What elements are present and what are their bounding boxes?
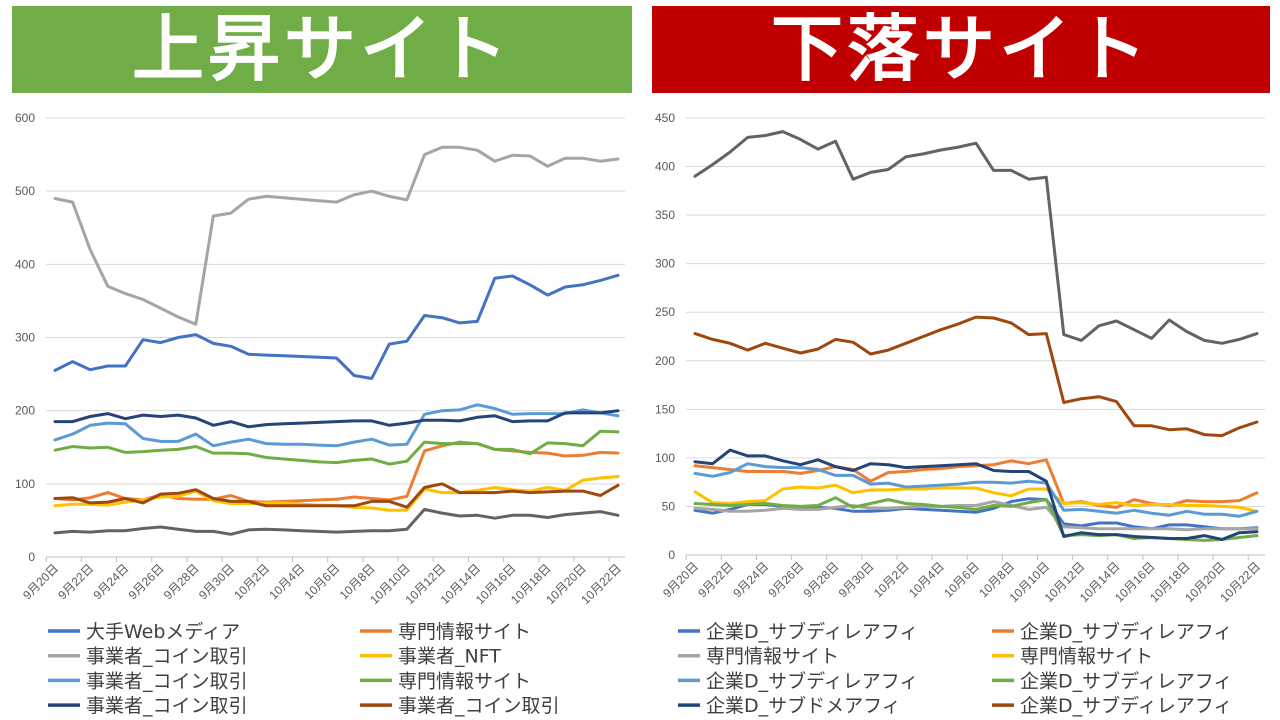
y-tick-label: 600 [15, 111, 35, 125]
legend-item: 事業者_NFT [360, 646, 501, 668]
x-tick-label: 9月26日 [126, 561, 167, 602]
legend-label: 専門情報サイト [1020, 646, 1153, 668]
x-tick-label: 9月22日 [695, 559, 736, 600]
legend-label: 事業者_NFT [398, 646, 501, 668]
legend-item: 専門情報サイト [360, 670, 531, 692]
legend-label: 事業者_コイン取引 [86, 646, 248, 668]
series-line-8 [53, 482, 620, 509]
legend-label: 企業D_サブディレアフィ [706, 620, 918, 643]
x-tick-label: 9月28日 [801, 559, 842, 600]
series-line-6 [53, 429, 620, 466]
y-tick-label: 300 [15, 331, 35, 345]
x-tick-label: 10月2日 [231, 561, 272, 602]
x-tick-label: 9月30日 [836, 559, 877, 600]
legend-label: 企業D_サブドメアフィ [706, 694, 901, 717]
legend-label: 企業D_サブディレアフィ [1020, 694, 1232, 717]
line-chart-falling: 0501001502002503003504004509月20日9月22日9月2… [655, 111, 1265, 717]
x-tick-label: 9月28日 [161, 561, 202, 602]
y-tick-label: 500 [15, 184, 35, 198]
series-line-7 [53, 409, 620, 429]
y-tick-label: 100 [655, 451, 675, 465]
legend-item: 企業D_サブディレアフィ [992, 669, 1232, 692]
y-tick-label: 450 [655, 111, 675, 125]
legend-label: 企業D_サブディレアフィ [1020, 620, 1232, 643]
series-line-3 [693, 500, 1259, 532]
y-tick-label: 100 [15, 477, 35, 491]
series-line-7 [693, 448, 1259, 541]
line-chart-rising: 01002003004005006009月20日9月22日9月24日9月26日9… [15, 111, 625, 717]
series-line-4 [693, 483, 1259, 513]
y-tick-label: 400 [655, 160, 675, 174]
x-tick-label: 9月20日 [660, 559, 701, 600]
x-tick-label: 10月4日 [906, 559, 947, 600]
series-line-3 [53, 145, 620, 326]
legend-item: 事業者_コイン取引 [48, 646, 248, 668]
legend-label: 専門情報サイト [398, 670, 531, 692]
legend-item: 専門情報サイト [678, 646, 839, 668]
legend-label: 企業D_サブディレアフィ [706, 669, 918, 692]
y-tick-label: 50 [662, 499, 676, 513]
x-tick-label: 9月24日 [730, 559, 771, 600]
y-tick-label: 150 [655, 402, 675, 416]
x-tick-label: 10月4日 [266, 561, 307, 602]
y-tick-label: 0 [668, 548, 675, 562]
legend-item: 事業者_コイン取引 [48, 670, 248, 692]
rising-sites-banner: 上昇サイト [12, 6, 632, 93]
legend-label: 専門情報サイト [706, 646, 839, 668]
falling-sites-banner: 下落サイト [652, 6, 1270, 93]
x-tick-label: 10月6日 [302, 561, 343, 602]
y-tick-label: 200 [15, 404, 35, 418]
legend-item: 企業D_サブディレアフィ [992, 620, 1232, 643]
legend-item: 専門情報サイト [360, 621, 531, 643]
y-tick-label: 200 [655, 354, 675, 368]
series-line-9 [53, 507, 620, 536]
legend-item: 企業D_サブディレアフィ [678, 669, 918, 692]
x-tick-label: 9月26日 [765, 559, 806, 600]
x-tick-label: 9月24日 [90, 561, 131, 602]
legend-label: 事業者_コイン取引 [86, 695, 248, 717]
x-tick-label: 9月22日 [55, 561, 96, 602]
x-tick-label: 10月6日 [941, 559, 982, 600]
y-tick-label: 0 [28, 550, 35, 564]
legend-label: 事業者_コイン取引 [86, 670, 248, 692]
series-line-5 [693, 462, 1259, 518]
series-line-1 [53, 273, 620, 380]
x-tick-label: 9月20日 [20, 561, 61, 602]
legend-label: 専門情報サイト [398, 621, 531, 643]
series-line-9 [693, 130, 1259, 345]
legend-item: 企業D_サブディレアフィ [678, 620, 918, 643]
legend-item: 大手Webメディア [48, 621, 240, 643]
series-line-8 [693, 315, 1259, 438]
x-tick-label: 9月30日 [196, 561, 237, 602]
legend-item: 事業者_コイン取引 [48, 695, 248, 717]
series-line-5 [53, 403, 620, 448]
legend-item: 企業D_サブディレアフィ [992, 694, 1232, 717]
y-tick-label: 350 [655, 208, 675, 222]
legend-item: 事業者_コイン取引 [360, 695, 560, 717]
legend-item: 専門情報サイト [992, 646, 1153, 668]
y-tick-label: 250 [655, 305, 675, 319]
y-tick-label: 400 [15, 257, 35, 271]
legend-label: 事業者_コイン取引 [398, 695, 560, 717]
y-tick-label: 300 [655, 257, 675, 271]
legend-label: 企業D_サブディレアフィ [1020, 669, 1232, 692]
legend-label: 大手Webメディア [86, 621, 240, 643]
legend-item: 企業D_サブドメアフィ [678, 694, 901, 717]
x-tick-label: 10月2日 [871, 559, 912, 600]
